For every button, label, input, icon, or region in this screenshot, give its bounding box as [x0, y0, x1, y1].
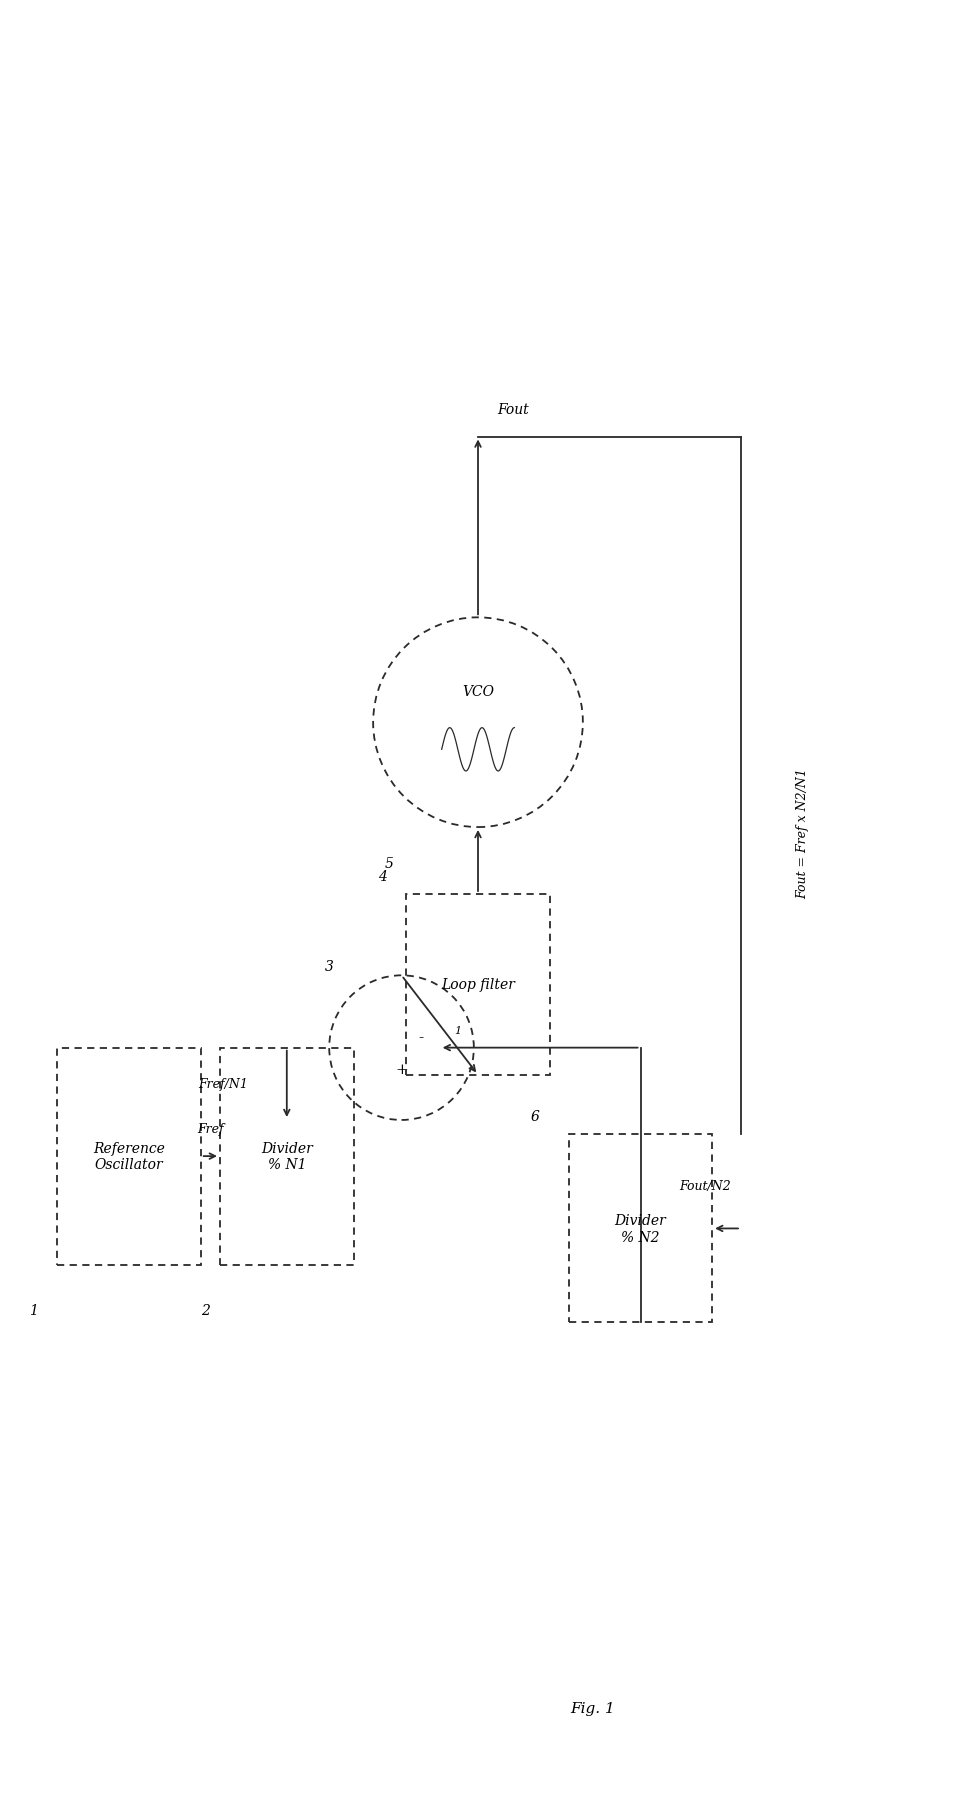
Text: +: + [395, 1063, 408, 1077]
Text: Fref: Fref [197, 1122, 224, 1137]
Bar [569, 1135, 712, 1323]
Text: Divider
% N1: Divider % N1 [261, 1142, 313, 1171]
Text: 4: 4 [378, 869, 386, 884]
Text: Fout: Fout [497, 403, 529, 417]
Text: -: - [418, 1030, 424, 1044]
Text: Fig. 1: Fig. 1 [571, 1700, 615, 1715]
Bar [220, 1048, 354, 1265]
Text: Divider
% N2: Divider % N2 [615, 1214, 666, 1243]
Text: 1: 1 [454, 1025, 461, 1035]
Text: 3: 3 [325, 960, 334, 974]
Text: Reference
Oscillator: Reference Oscillator [93, 1142, 165, 1171]
Text: 5: 5 [384, 857, 393, 871]
Text: Fout/N2: Fout/N2 [679, 1178, 730, 1193]
Text: Loop filter: Loop filter [441, 978, 515, 992]
Text: 1: 1 [29, 1303, 37, 1317]
Bar [406, 894, 550, 1075]
Text: 6: 6 [531, 1109, 539, 1124]
Text: Fref/N1: Fref/N1 [199, 1077, 249, 1091]
Text: Fout = Fref x N2/N1: Fout = Fref x N2/N1 [796, 768, 810, 898]
Bar [57, 1048, 201, 1265]
Text: 2: 2 [201, 1303, 209, 1317]
Text: VCO: VCO [462, 685, 494, 698]
